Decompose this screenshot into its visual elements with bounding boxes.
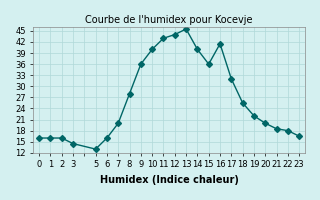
Title: Courbe de l'humidex pour Kocevje: Courbe de l'humidex pour Kocevje [85, 15, 253, 25]
X-axis label: Humidex (Indice chaleur): Humidex (Indice chaleur) [100, 175, 238, 185]
